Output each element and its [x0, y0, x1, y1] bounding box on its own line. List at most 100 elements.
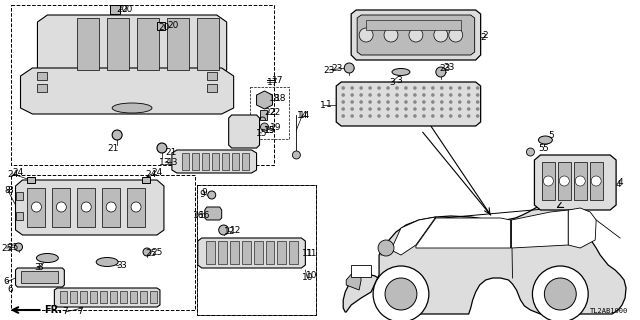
Bar — [206, 241, 215, 264]
Circle shape — [350, 114, 354, 118]
Text: 14: 14 — [300, 110, 311, 119]
Polygon shape — [77, 18, 99, 70]
Circle shape — [341, 86, 345, 90]
Bar — [182, 153, 189, 170]
Circle shape — [81, 202, 92, 212]
Text: 9: 9 — [202, 188, 207, 196]
Text: 21: 21 — [107, 143, 118, 153]
Bar — [100, 291, 107, 303]
Bar — [253, 241, 262, 264]
Circle shape — [386, 107, 390, 111]
Polygon shape — [205, 207, 221, 220]
Polygon shape — [346, 268, 361, 290]
Circle shape — [106, 202, 116, 212]
Circle shape — [532, 266, 588, 320]
Circle shape — [395, 114, 399, 118]
Circle shape — [260, 123, 269, 131]
Circle shape — [449, 100, 452, 104]
Circle shape — [404, 100, 408, 104]
Circle shape — [467, 107, 470, 111]
Text: 25: 25 — [151, 247, 163, 257]
Text: 13: 13 — [167, 157, 179, 166]
Text: 17: 17 — [267, 77, 278, 86]
Bar — [351, 265, 371, 277]
Bar — [366, 20, 461, 30]
Polygon shape — [15, 212, 22, 220]
Circle shape — [341, 100, 345, 104]
Circle shape — [543, 176, 554, 186]
Text: 24: 24 — [7, 170, 18, 179]
Polygon shape — [257, 91, 273, 109]
Text: 3: 3 — [38, 263, 43, 273]
Polygon shape — [416, 218, 511, 248]
Circle shape — [292, 151, 300, 159]
Text: 5: 5 — [538, 143, 544, 153]
Circle shape — [449, 86, 452, 90]
Text: 21: 21 — [165, 148, 176, 156]
Circle shape — [384, 28, 398, 42]
Text: 8: 8 — [8, 186, 13, 195]
Circle shape — [434, 28, 448, 42]
Circle shape — [449, 28, 463, 42]
Text: 20: 20 — [121, 4, 132, 13]
Circle shape — [377, 107, 381, 111]
Text: 22: 22 — [264, 108, 275, 116]
Circle shape — [377, 100, 381, 104]
Circle shape — [413, 86, 417, 90]
Bar — [140, 291, 147, 303]
Circle shape — [476, 100, 479, 104]
Polygon shape — [15, 180, 164, 235]
Polygon shape — [357, 15, 475, 55]
Circle shape — [350, 86, 354, 90]
Circle shape — [476, 93, 479, 97]
Polygon shape — [107, 18, 129, 70]
Polygon shape — [351, 10, 481, 60]
Text: 20: 20 — [167, 20, 179, 29]
Polygon shape — [102, 188, 120, 227]
Circle shape — [378, 240, 394, 256]
Polygon shape — [15, 192, 22, 200]
Circle shape — [386, 114, 390, 118]
Circle shape — [449, 93, 452, 97]
Circle shape — [467, 100, 470, 104]
Circle shape — [373, 266, 429, 320]
Text: 3: 3 — [116, 261, 122, 270]
Polygon shape — [28, 188, 45, 227]
Circle shape — [31, 202, 42, 212]
Circle shape — [359, 114, 363, 118]
Text: 6: 6 — [4, 277, 10, 286]
Circle shape — [386, 93, 390, 97]
Circle shape — [409, 28, 423, 42]
Text: 1: 1 — [326, 100, 332, 108]
Text: 16: 16 — [199, 211, 211, 220]
Text: 3: 3 — [35, 263, 40, 273]
Circle shape — [359, 107, 363, 111]
Polygon shape — [28, 177, 35, 183]
Circle shape — [476, 86, 479, 90]
Text: 12: 12 — [230, 226, 241, 235]
Circle shape — [359, 28, 373, 42]
Bar — [278, 241, 287, 264]
Polygon shape — [336, 82, 481, 126]
Text: 11: 11 — [307, 249, 318, 258]
Circle shape — [404, 93, 408, 97]
Polygon shape — [196, 18, 219, 70]
Circle shape — [208, 191, 216, 199]
Circle shape — [350, 107, 354, 111]
Circle shape — [395, 86, 399, 90]
Circle shape — [527, 148, 534, 156]
Ellipse shape — [36, 253, 58, 262]
Text: 18: 18 — [275, 93, 286, 102]
Text: 10: 10 — [307, 270, 318, 279]
Text: 23: 23 — [444, 62, 455, 71]
Text: 8: 8 — [4, 186, 10, 195]
Circle shape — [413, 114, 417, 118]
Bar — [192, 153, 199, 170]
Circle shape — [377, 86, 381, 90]
Bar — [60, 291, 67, 303]
Circle shape — [559, 176, 570, 186]
Bar — [70, 291, 77, 303]
Text: 7: 7 — [63, 308, 68, 316]
Circle shape — [368, 114, 372, 118]
Circle shape — [15, 243, 22, 251]
